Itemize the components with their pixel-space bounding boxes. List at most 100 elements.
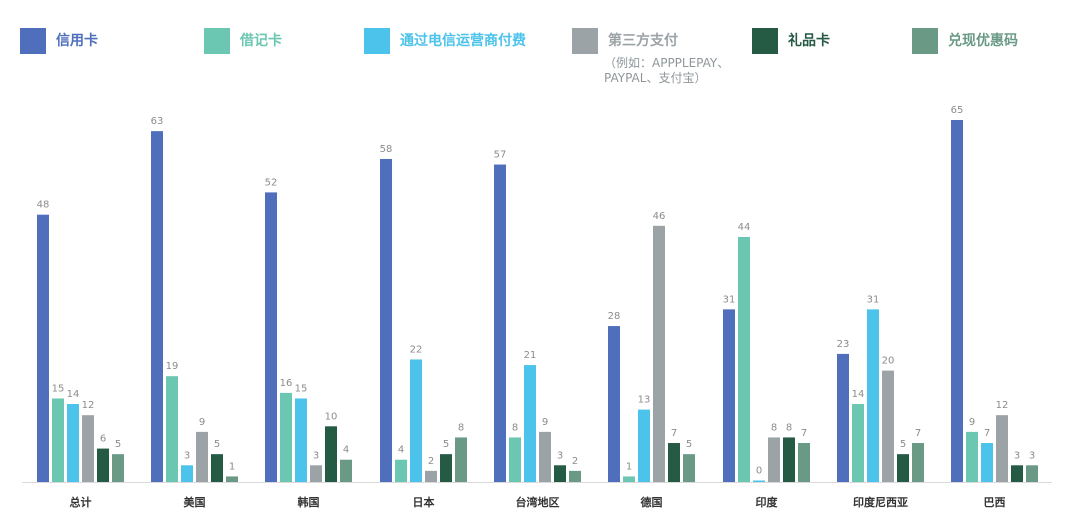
bar (882, 370, 894, 482)
data-label: 4 (343, 445, 349, 456)
bar (97, 448, 109, 482)
bar (798, 443, 810, 482)
data-label: 7 (801, 428, 807, 439)
bar (996, 415, 1008, 482)
data-label: 5 (214, 439, 220, 450)
bar (425, 470, 437, 482)
data-label: 6 (100, 434, 106, 445)
data-label: 21 (524, 350, 537, 361)
bar (554, 465, 566, 482)
data-label: 3 (1014, 450, 1020, 461)
data-label: 3 (1029, 450, 1035, 461)
bar (226, 476, 238, 482)
data-label: 44 (738, 222, 751, 233)
bar (723, 309, 735, 482)
bar (867, 309, 879, 482)
legend-item-gift-card: 礼品卡 (752, 28, 830, 54)
legend-item-debit-card: 借记卡 (204, 28, 282, 54)
legend-label: 借记卡 (240, 33, 282, 49)
data-label: 8 (786, 422, 792, 433)
bar (265, 192, 277, 482)
bar (768, 437, 780, 482)
legend-item-credit-card: 信用卡 (20, 28, 98, 54)
legend-label: 第三方支付 (608, 33, 678, 49)
data-label: 7 (984, 428, 990, 439)
data-label: 12 (996, 400, 1009, 411)
data-label: 9 (199, 417, 205, 428)
bar (380, 158, 392, 482)
data-label: 65 (951, 105, 964, 116)
legend-item-third-party: 第三方支付 (572, 28, 678, 54)
data-label: 15 (295, 383, 308, 394)
data-label: 7 (671, 428, 677, 439)
data-label: 5 (686, 439, 692, 450)
bar (738, 236, 750, 482)
legend-note-line: （例如：APPPLEPAY、 (604, 56, 730, 70)
legend-label: 礼品卡 (788, 33, 830, 49)
legend-swatch (572, 28, 598, 54)
data-label: 46 (653, 211, 666, 222)
category-label: 印度 (756, 495, 779, 509)
data-label: 9 (969, 417, 975, 428)
legend-swatch (752, 28, 778, 54)
bar (539, 431, 551, 482)
bar (638, 409, 650, 482)
bar (966, 431, 978, 482)
data-label: 15 (52, 383, 65, 394)
bar (196, 431, 208, 482)
bar (668, 443, 680, 482)
bar (608, 326, 620, 482)
legend-swatch (912, 28, 938, 54)
data-label: 31 (867, 294, 880, 305)
bar (455, 437, 467, 482)
data-label: 19 (166, 361, 179, 372)
legend-swatch (364, 28, 390, 54)
category-label: 德国 (640, 495, 663, 509)
bar (440, 454, 452, 482)
bar (897, 454, 909, 482)
bar (951, 120, 963, 482)
data-label: 8 (771, 422, 777, 433)
legend-item-coupon: 兑现优惠码 (912, 28, 1018, 54)
data-label: 10 (325, 411, 338, 422)
data-label: 31 (723, 294, 736, 305)
bar (52, 398, 64, 482)
bar (340, 459, 352, 482)
bar (280, 392, 292, 482)
data-label: 57 (494, 150, 507, 161)
data-label: 13 (638, 395, 651, 406)
legend: 信用卡 借记卡 通过电信运营商付费 第三方支付 （例如：APPPLEPAY、 P… (0, 0, 1080, 100)
data-label: 3 (557, 450, 563, 461)
bar (653, 225, 665, 483)
data-label: 58 (380, 144, 393, 155)
category-label: 日本 (413, 495, 435, 509)
bar (524, 365, 536, 482)
category-label: 印度尼西亚 (853, 495, 908, 509)
category-label: 巴西 (984, 496, 1006, 509)
bar (67, 404, 79, 482)
bar (166, 376, 178, 482)
data-label: 3 (313, 450, 319, 461)
data-label: 5 (115, 439, 121, 450)
legend-note-line: PAYPAL、支付宝） (604, 71, 707, 85)
legend-swatch (204, 28, 230, 54)
category-label: 总计 (70, 495, 92, 509)
data-label: 5 (900, 439, 906, 450)
category-label: 台湾地区 (516, 495, 560, 509)
legend-label: 信用卡 (56, 33, 98, 49)
legend-label: 兑现优惠码 (948, 33, 1018, 49)
bar (509, 437, 521, 482)
bar (151, 131, 163, 482)
bar (410, 359, 422, 482)
legend-item-carrier-billing: 通过电信运营商付费 (364, 28, 526, 54)
bar (181, 465, 193, 482)
data-label: 20 (882, 356, 895, 367)
category-label: 美国 (184, 495, 206, 509)
data-label: 63 (151, 116, 164, 127)
data-label: 22 (410, 344, 423, 355)
data-label: 16 (280, 378, 293, 389)
data-label: 48 (37, 200, 50, 211)
bar (211, 454, 223, 482)
data-label: 5 (443, 439, 449, 450)
